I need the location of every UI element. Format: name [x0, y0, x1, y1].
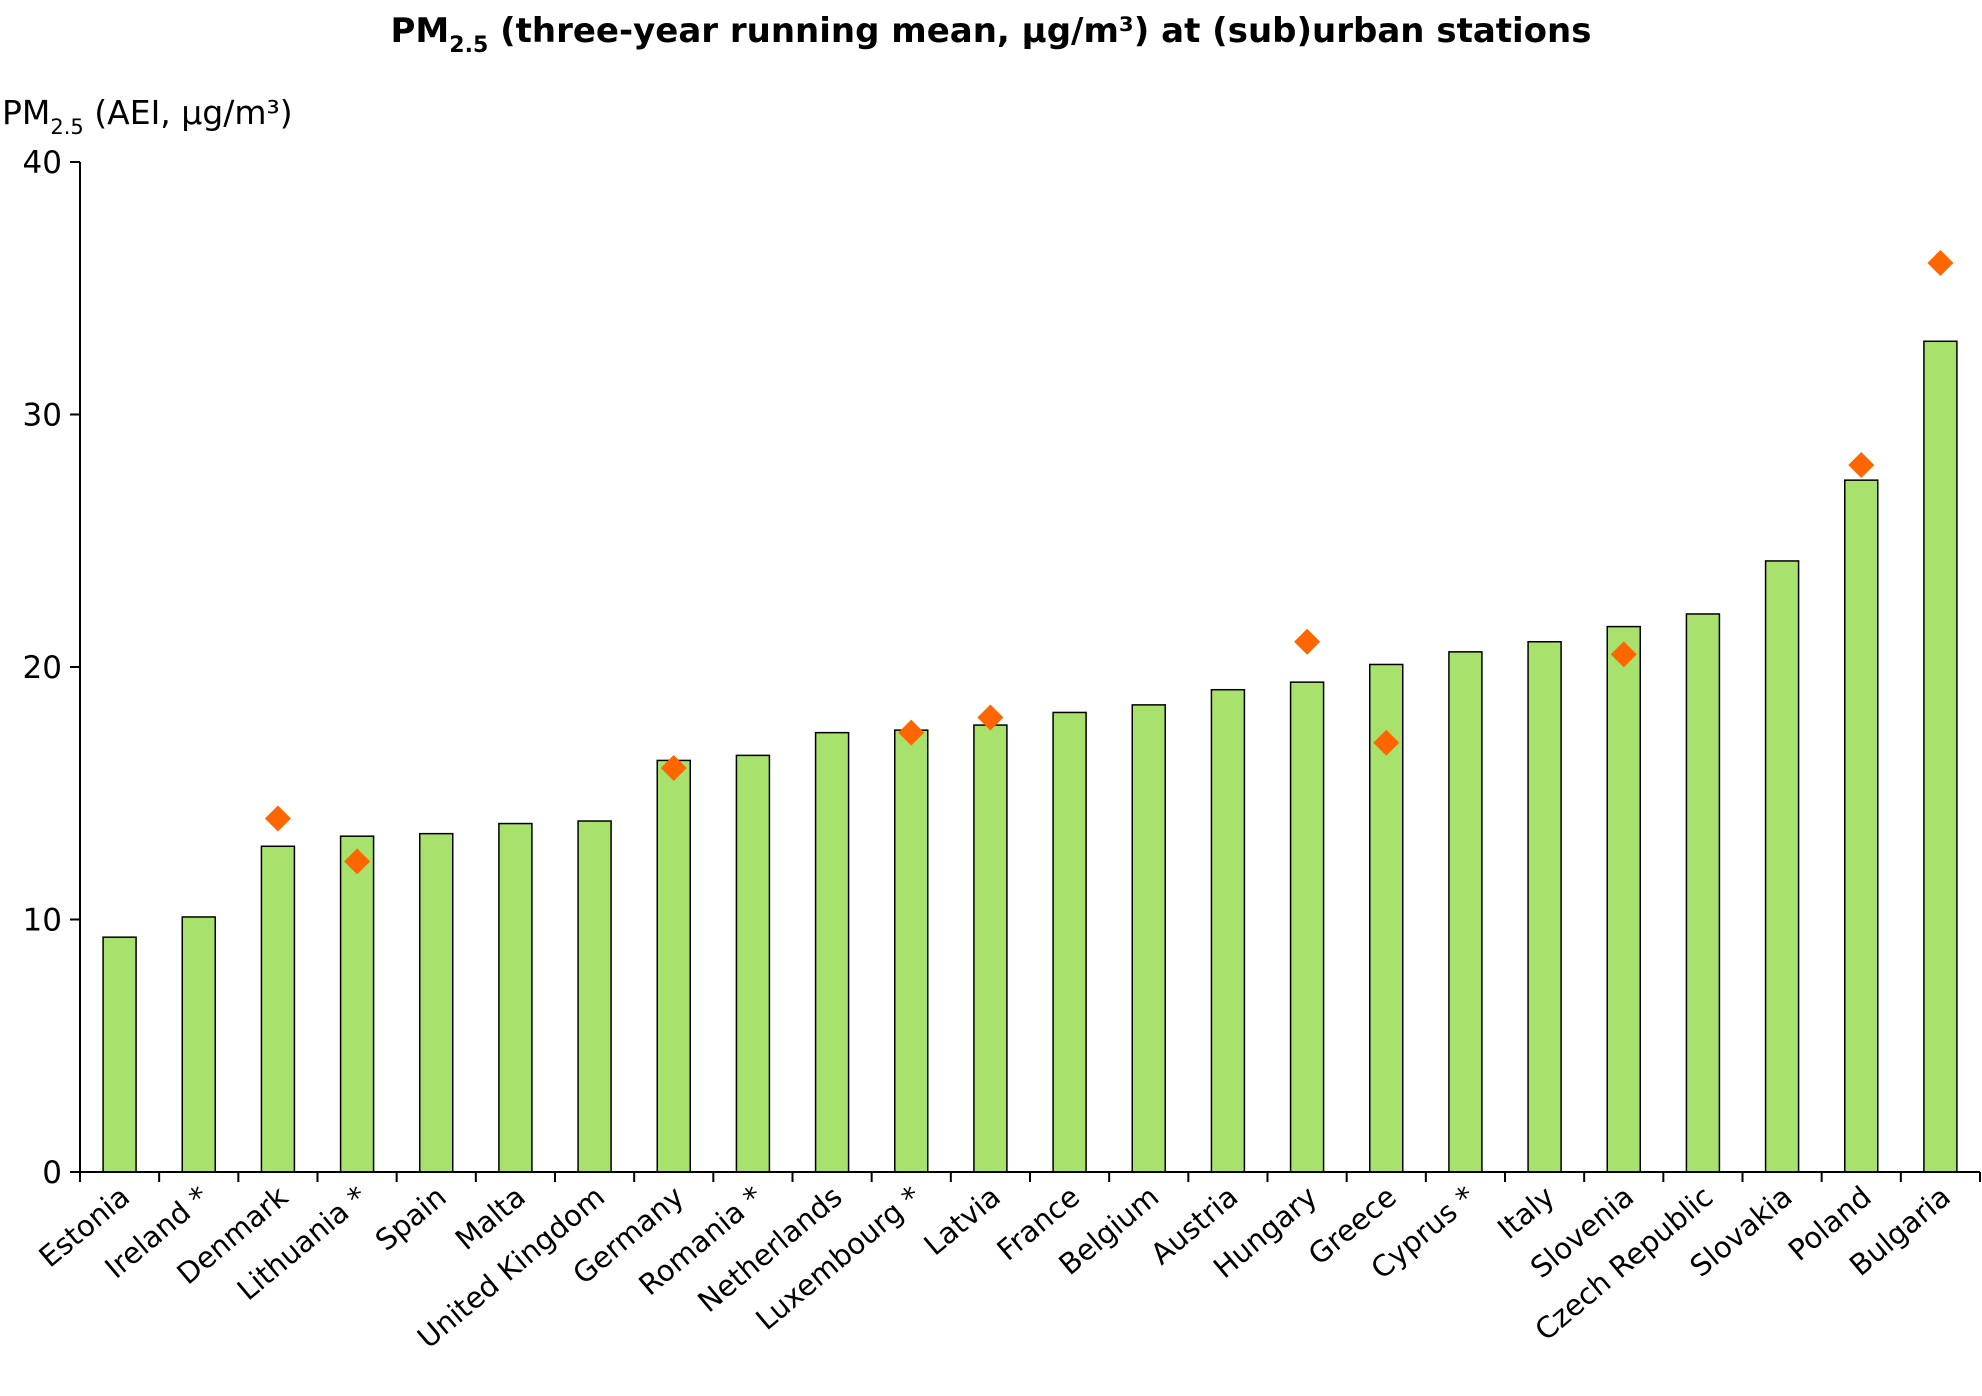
bar-19	[1606, 625, 1641, 1173]
bar-9	[814, 731, 850, 1173]
bar-5	[498, 822, 533, 1173]
bar-13	[1131, 704, 1166, 1173]
bar-6	[577, 820, 612, 1173]
category-label-11: Latvia	[917, 1179, 1006, 1262]
bar-23	[1923, 340, 1958, 1173]
marker-2	[264, 805, 291, 832]
bar-22	[1844, 479, 1879, 1173]
axes	[70, 161, 1981, 1182]
marker-19	[1610, 641, 1637, 668]
bar-0	[102, 936, 137, 1173]
bar-12	[1052, 711, 1087, 1173]
bar-17	[1448, 651, 1483, 1173]
category-label-4: Spain	[369, 1179, 453, 1257]
y-tick-label-0: 0	[42, 1155, 62, 1191]
marker-7	[660, 755, 687, 781]
bar-18	[1527, 641, 1562, 1173]
bar-2	[260, 845, 296, 1173]
marker-3	[344, 848, 371, 875]
bar-series	[102, 340, 1958, 1173]
bar-8	[735, 754, 771, 1173]
bar-14	[1210, 688, 1246, 1173]
bar-20	[1685, 613, 1721, 1173]
marker-22	[1848, 452, 1875, 478]
y-tick-label-1: 10	[23, 903, 62, 939]
bar-1	[181, 916, 216, 1173]
y-axis-label: PM2.5 (AEI, µg/m³)	[2, 93, 293, 139]
bar-11	[973, 724, 1008, 1173]
bar-21	[1764, 560, 1800, 1173]
marker-11	[977, 704, 1004, 731]
marker-15	[1294, 628, 1321, 655]
chart-title: PM2.5 (three-year running mean, µg/m³) a…	[391, 11, 1592, 58]
marker-23	[1927, 250, 1954, 276]
y-tick-label-4: 40	[23, 145, 62, 181]
marker-series	[264, 250, 1954, 875]
bar-3	[339, 835, 375, 1173]
marker-16	[1373, 729, 1400, 756]
y-tick-label-2: 20	[23, 650, 62, 686]
bar-7	[656, 759, 691, 1173]
y-tick-labels: 0 10 20 30 40	[23, 145, 62, 1191]
marker-10	[898, 719, 925, 746]
y-tick-label-3: 30	[23, 398, 62, 434]
bar-15	[1289, 681, 1325, 1173]
bar-4	[419, 832, 454, 1173]
bar-10	[894, 729, 929, 1173]
